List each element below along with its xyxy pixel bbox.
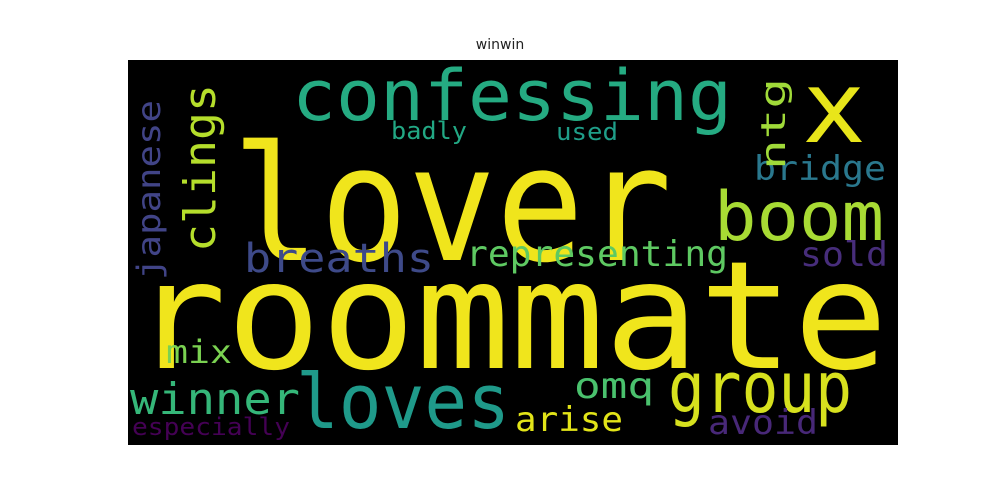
- word-roommate: roommate: [132, 230, 888, 404]
- word-winner: winner: [130, 374, 300, 425]
- word-badly: badly: [391, 117, 467, 145]
- word-mix: mix: [166, 333, 232, 371]
- word-arise: arise: [515, 400, 623, 440]
- word-loves: loves: [296, 357, 510, 446]
- word-especially: especially: [132, 413, 290, 441]
- word-bridge: bridge: [754, 149, 886, 189]
- word-ntg: ntg: [754, 78, 794, 170]
- word-omq: omq: [574, 366, 654, 407]
- word-lover: lover: [232, 111, 672, 298]
- word-japanese: japanese: [130, 100, 168, 280]
- word-breaths: breaths: [244, 236, 434, 282]
- word-used: used: [556, 118, 618, 146]
- word-boom: boom: [714, 178, 884, 257]
- word-sold: sold: [800, 235, 888, 275]
- word-confessing: confessing: [292, 55, 732, 137]
- chart-title: winwin: [475, 37, 525, 53]
- cloud-background: [128, 60, 898, 445]
- word-representing: representing: [466, 234, 728, 275]
- word-clings: clings: [175, 84, 226, 252]
- word-group: group: [668, 347, 852, 429]
- word-x: x: [802, 49, 866, 166]
- word-avoid: avoid: [708, 403, 818, 443]
